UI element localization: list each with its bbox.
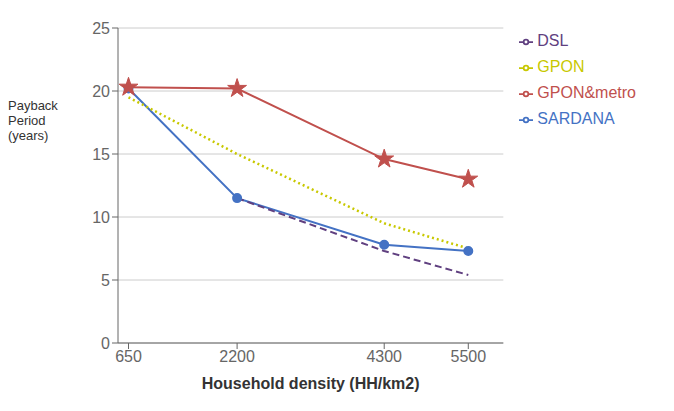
svg-text:2200: 2200 [219, 348, 255, 365]
svg-text:0: 0 [101, 335, 110, 352]
html-text:GPON: GPON [537, 58, 585, 75]
html-text:SARDANA: SARDANA [537, 110, 615, 127]
svg-text:15: 15 [92, 146, 110, 163]
html-text:Payback Period (years): Payback Period (years) [8, 98, 58, 143]
svg-text:25: 25 [92, 20, 110, 37]
svg-text:5: 5 [101, 272, 110, 289]
svg-text:10: 10 [92, 209, 110, 226]
svg-text:20: 20 [92, 83, 110, 100]
svg-text:Household density (HH/km2): Household density (HH/km2) [202, 375, 420, 392]
html-text:DSL: DSL [537, 32, 569, 49]
svg-text:5500: 5500 [450, 348, 486, 365]
svg-text:650: 650 [115, 348, 142, 365]
html-text:GPON&metro: GPON&metro [537, 84, 636, 101]
svg-text:4300: 4300 [366, 348, 402, 365]
